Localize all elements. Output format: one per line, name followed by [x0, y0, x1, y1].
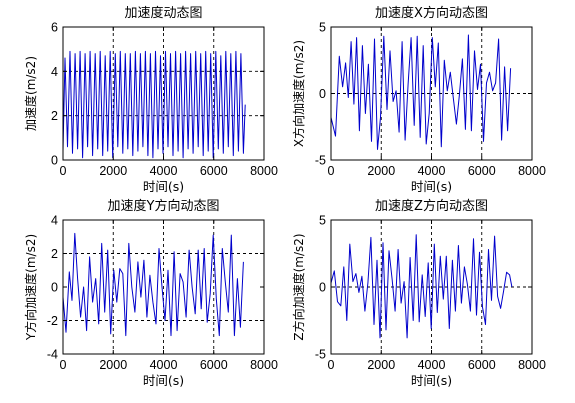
y-tick-label: 4 — [51, 214, 58, 228]
y-tick-label: 6 — [51, 21, 58, 35]
y-tick-label: -4 — [47, 348, 58, 362]
x-tick-label: 0 — [60, 358, 67, 372]
x-tick-label: 4000 — [418, 164, 446, 178]
x-tick-label: 4000 — [418, 358, 446, 372]
x-tick-label: 8000 — [518, 164, 546, 178]
y-axis-label: 加速度(m/s2) — [23, 56, 38, 131]
x-axis-label: 时间(s) — [143, 373, 184, 388]
y-tick-label: -2 — [47, 314, 58, 328]
x-tick-label: 2000 — [99, 358, 127, 372]
x-tick-label: 8000 — [250, 164, 278, 178]
x-tick-label: 2000 — [367, 164, 395, 178]
y-axis-label: Y方向加速度(m/s2) — [23, 234, 38, 341]
x-tick-label: 0 — [60, 164, 67, 178]
y-tick-label: 2 — [51, 109, 58, 123]
x-axis-label: 时间(s) — [411, 179, 452, 194]
x-tick-label: 6000 — [468, 164, 496, 178]
y-tick-label: 5 — [319, 21, 326, 35]
chart-title: 加速度动态图 — [124, 5, 202, 21]
y-axis-label: Z方向加速度(m/s2) — [291, 233, 306, 340]
chart-title: 加速度X方向动态图 — [375, 5, 488, 21]
y-tick-label: -5 — [315, 348, 326, 362]
x-tick-label: 2000 — [367, 358, 395, 372]
series-line — [62, 232, 244, 337]
chart-title: 加速度Z方向动态图 — [375, 198, 488, 214]
y-tick-label: 5 — [319, 214, 326, 228]
x-tick-label: 2000 — [99, 164, 127, 178]
x-tick-label: 0 — [328, 358, 335, 372]
x-tick-label: 4000 — [150, 164, 178, 178]
x-tick-label: 6000 — [200, 164, 228, 178]
y-tick-label: -5 — [315, 154, 326, 168]
chart-panel-4: 0 2000 4000 6000 8000-505加速度Z方向动态图时间(s)Z方向加速… — [291, 198, 546, 388]
series-line — [330, 234, 513, 339]
x-tick-label: 4000 — [150, 358, 178, 372]
x-tick-label: 6000 — [200, 358, 228, 372]
y-tick-label: 4 — [51, 65, 58, 79]
series-line — [330, 34, 512, 150]
x-axis-label: 时间(s) — [143, 179, 184, 194]
chart-panel-2: 0 2000 4000 6000 8000-505加速度X方向动态图时间(s)X方向加速… — [291, 5, 546, 194]
y-tick-label: 0 — [51, 154, 58, 168]
x-tick-label: 8000 — [250, 358, 278, 372]
y-tick-label: 0 — [319, 87, 326, 101]
x-tick-label: 0 — [328, 164, 335, 178]
x-tick-label: 8000 — [518, 358, 546, 372]
y-tick-label: 2 — [51, 247, 58, 261]
chart-title: 加速度Y方向动态图 — [108, 198, 220, 214]
series-line — [62, 50, 246, 159]
y-tick-label: 0 — [319, 281, 326, 295]
x-axis-label: 时间(s) — [411, 373, 452, 388]
y-axis-label: X方向加速度(m/s2) — [291, 40, 306, 147]
y-tick-label: 0 — [51, 281, 58, 295]
x-tick-label: 6000 — [468, 358, 496, 372]
